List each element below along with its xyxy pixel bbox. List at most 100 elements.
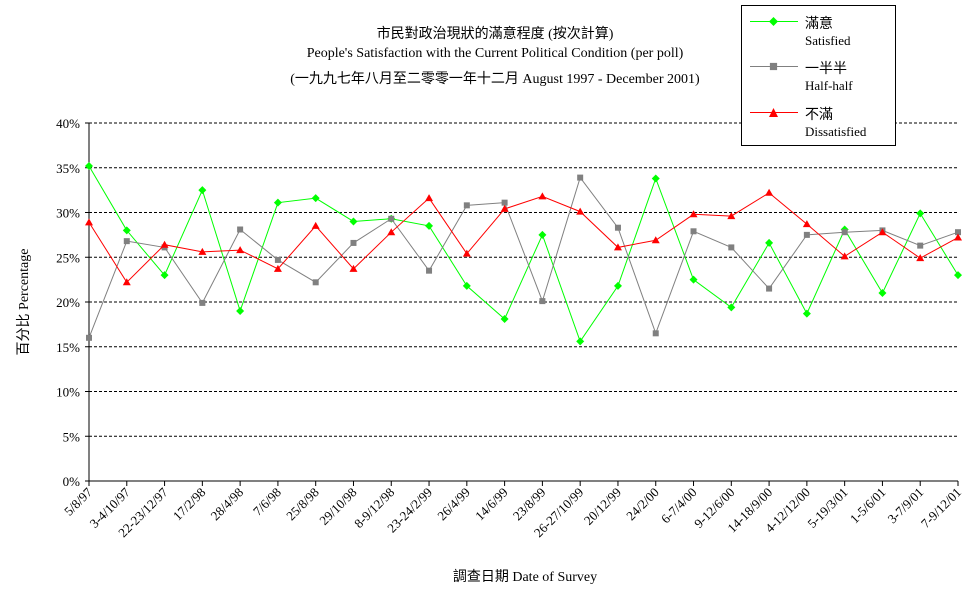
data-point [349, 217, 358, 226]
series-half-half [86, 174, 961, 341]
legend-item-half-half: 一半半 Half-half [742, 58, 897, 98]
data-point [425, 221, 434, 230]
x-tick-label: 14/6/99 [472, 485, 511, 524]
legend-label-satisfied-en: Satisfied [805, 33, 851, 48]
data-point [312, 279, 319, 286]
x-axis-label: 調查日期 Date of Survey [453, 569, 597, 585]
y-tick-label: 0% [63, 474, 81, 489]
data-point [613, 243, 622, 251]
data-point [766, 285, 773, 292]
legend-label-dissatisfied-en: Dissatisfied [805, 124, 867, 139]
data-point [311, 221, 320, 229]
data-point [727, 212, 736, 220]
data-point [123, 238, 130, 245]
x-tick-label: 7/6/98 [250, 485, 284, 519]
y-tick-label: 10% [56, 385, 80, 400]
x-tick-label: 20/12/99 [581, 485, 624, 528]
data-point [803, 231, 810, 238]
legend-label-satisfied-zh: 滿意 [805, 17, 833, 32]
data-point [651, 236, 660, 244]
data-point [160, 271, 169, 280]
data-point [198, 186, 207, 195]
series-line [88, 192, 959, 284]
data-point [765, 188, 774, 196]
x-tick-label: 24/2/00 [623, 485, 662, 524]
x-tick-label: 26/4/99 [434, 485, 473, 524]
x-tick-label: 5-19/3/01 [804, 485, 850, 531]
data-point [501, 199, 508, 206]
data-point [237, 226, 244, 233]
x-tick-label: 1-5/6/01 [847, 485, 889, 527]
data-point [199, 299, 206, 306]
x-tick-label: 7-9/12/01 [918, 485, 964, 531]
chart-date-range: (一九九七年八月至二零零一年十二月 August 1997 - December… [290, 72, 700, 87]
data-point [576, 337, 585, 346]
data-point [500, 204, 509, 212]
data-point [462, 249, 471, 257]
triangle-marker-icon [769, 108, 778, 117]
data-point [538, 192, 547, 200]
data-point [350, 239, 357, 246]
data-point [802, 220, 811, 228]
diamond-marker-icon [769, 17, 778, 26]
y-tick-label: 15% [56, 340, 80, 355]
series-satisfied [85, 161, 962, 346]
data-point [85, 161, 93, 170]
data-point [955, 229, 961, 236]
square-marker-icon [769, 62, 778, 71]
data-point [577, 174, 584, 181]
y-tick-label: 20% [56, 295, 80, 310]
data-point [878, 289, 887, 298]
x-tick-label: 28/4/98 [208, 485, 247, 524]
data-point [538, 230, 547, 239]
data-point [954, 233, 962, 241]
data-point [878, 228, 887, 236]
data-point [802, 309, 811, 318]
series-line [88, 165, 959, 343]
x-tick-label: 17/2/98 [170, 485, 209, 524]
chart-title: 市民對政治現狀的滿意程度 (按次計算) [376, 27, 614, 42]
data-point [728, 244, 735, 251]
data-point [690, 228, 697, 235]
data-point [273, 264, 282, 272]
y-tick-labels: 0% 5% 10% 15% 20% 25% 30% 35% 40% [56, 116, 80, 489]
data-point [86, 334, 92, 341]
data-point [311, 194, 320, 203]
legend-label-half-half-en: Half-half [805, 78, 853, 93]
series-line [88, 176, 959, 338]
legend-item-dissatisfied: 不滿 Dissatisfied [742, 104, 897, 144]
data-point [273, 198, 282, 207]
series-dissatisfied [85, 188, 962, 286]
data-point [576, 207, 585, 215]
data-point [236, 246, 245, 254]
data-point [85, 218, 93, 226]
legend-label-dissatisfied-zh: 不滿 [805, 108, 833, 123]
data-point [500, 315, 509, 324]
legend-label-half-half-zh: 一半半 [805, 62, 847, 77]
data-point [689, 275, 698, 284]
data-point [765, 238, 774, 247]
data-point [652, 330, 659, 337]
chart-subtitle: People's Satisfaction with the Current P… [306, 46, 684, 61]
x-tick-label: 5/8/97 [61, 484, 95, 518]
data-point [613, 281, 622, 290]
data-point [916, 254, 925, 262]
data-point [462, 281, 471, 290]
data-point [160, 240, 169, 248]
chart-legend: 滿意 Satisfied 一半半 Half-half 不滿 Dissatisfi… [741, 5, 896, 146]
data-point [727, 303, 736, 312]
data-point [236, 306, 245, 315]
data-point [122, 278, 131, 286]
y-tick-label: 35% [56, 161, 80, 176]
data-point [388, 215, 395, 222]
data-point [425, 194, 434, 202]
data-point [198, 247, 207, 255]
data-point [916, 209, 925, 218]
axes [85, 122, 959, 486]
data-point [689, 210, 698, 218]
y-tick-label: 40% [56, 116, 80, 131]
data-point [426, 267, 433, 274]
data-point [614, 224, 621, 231]
